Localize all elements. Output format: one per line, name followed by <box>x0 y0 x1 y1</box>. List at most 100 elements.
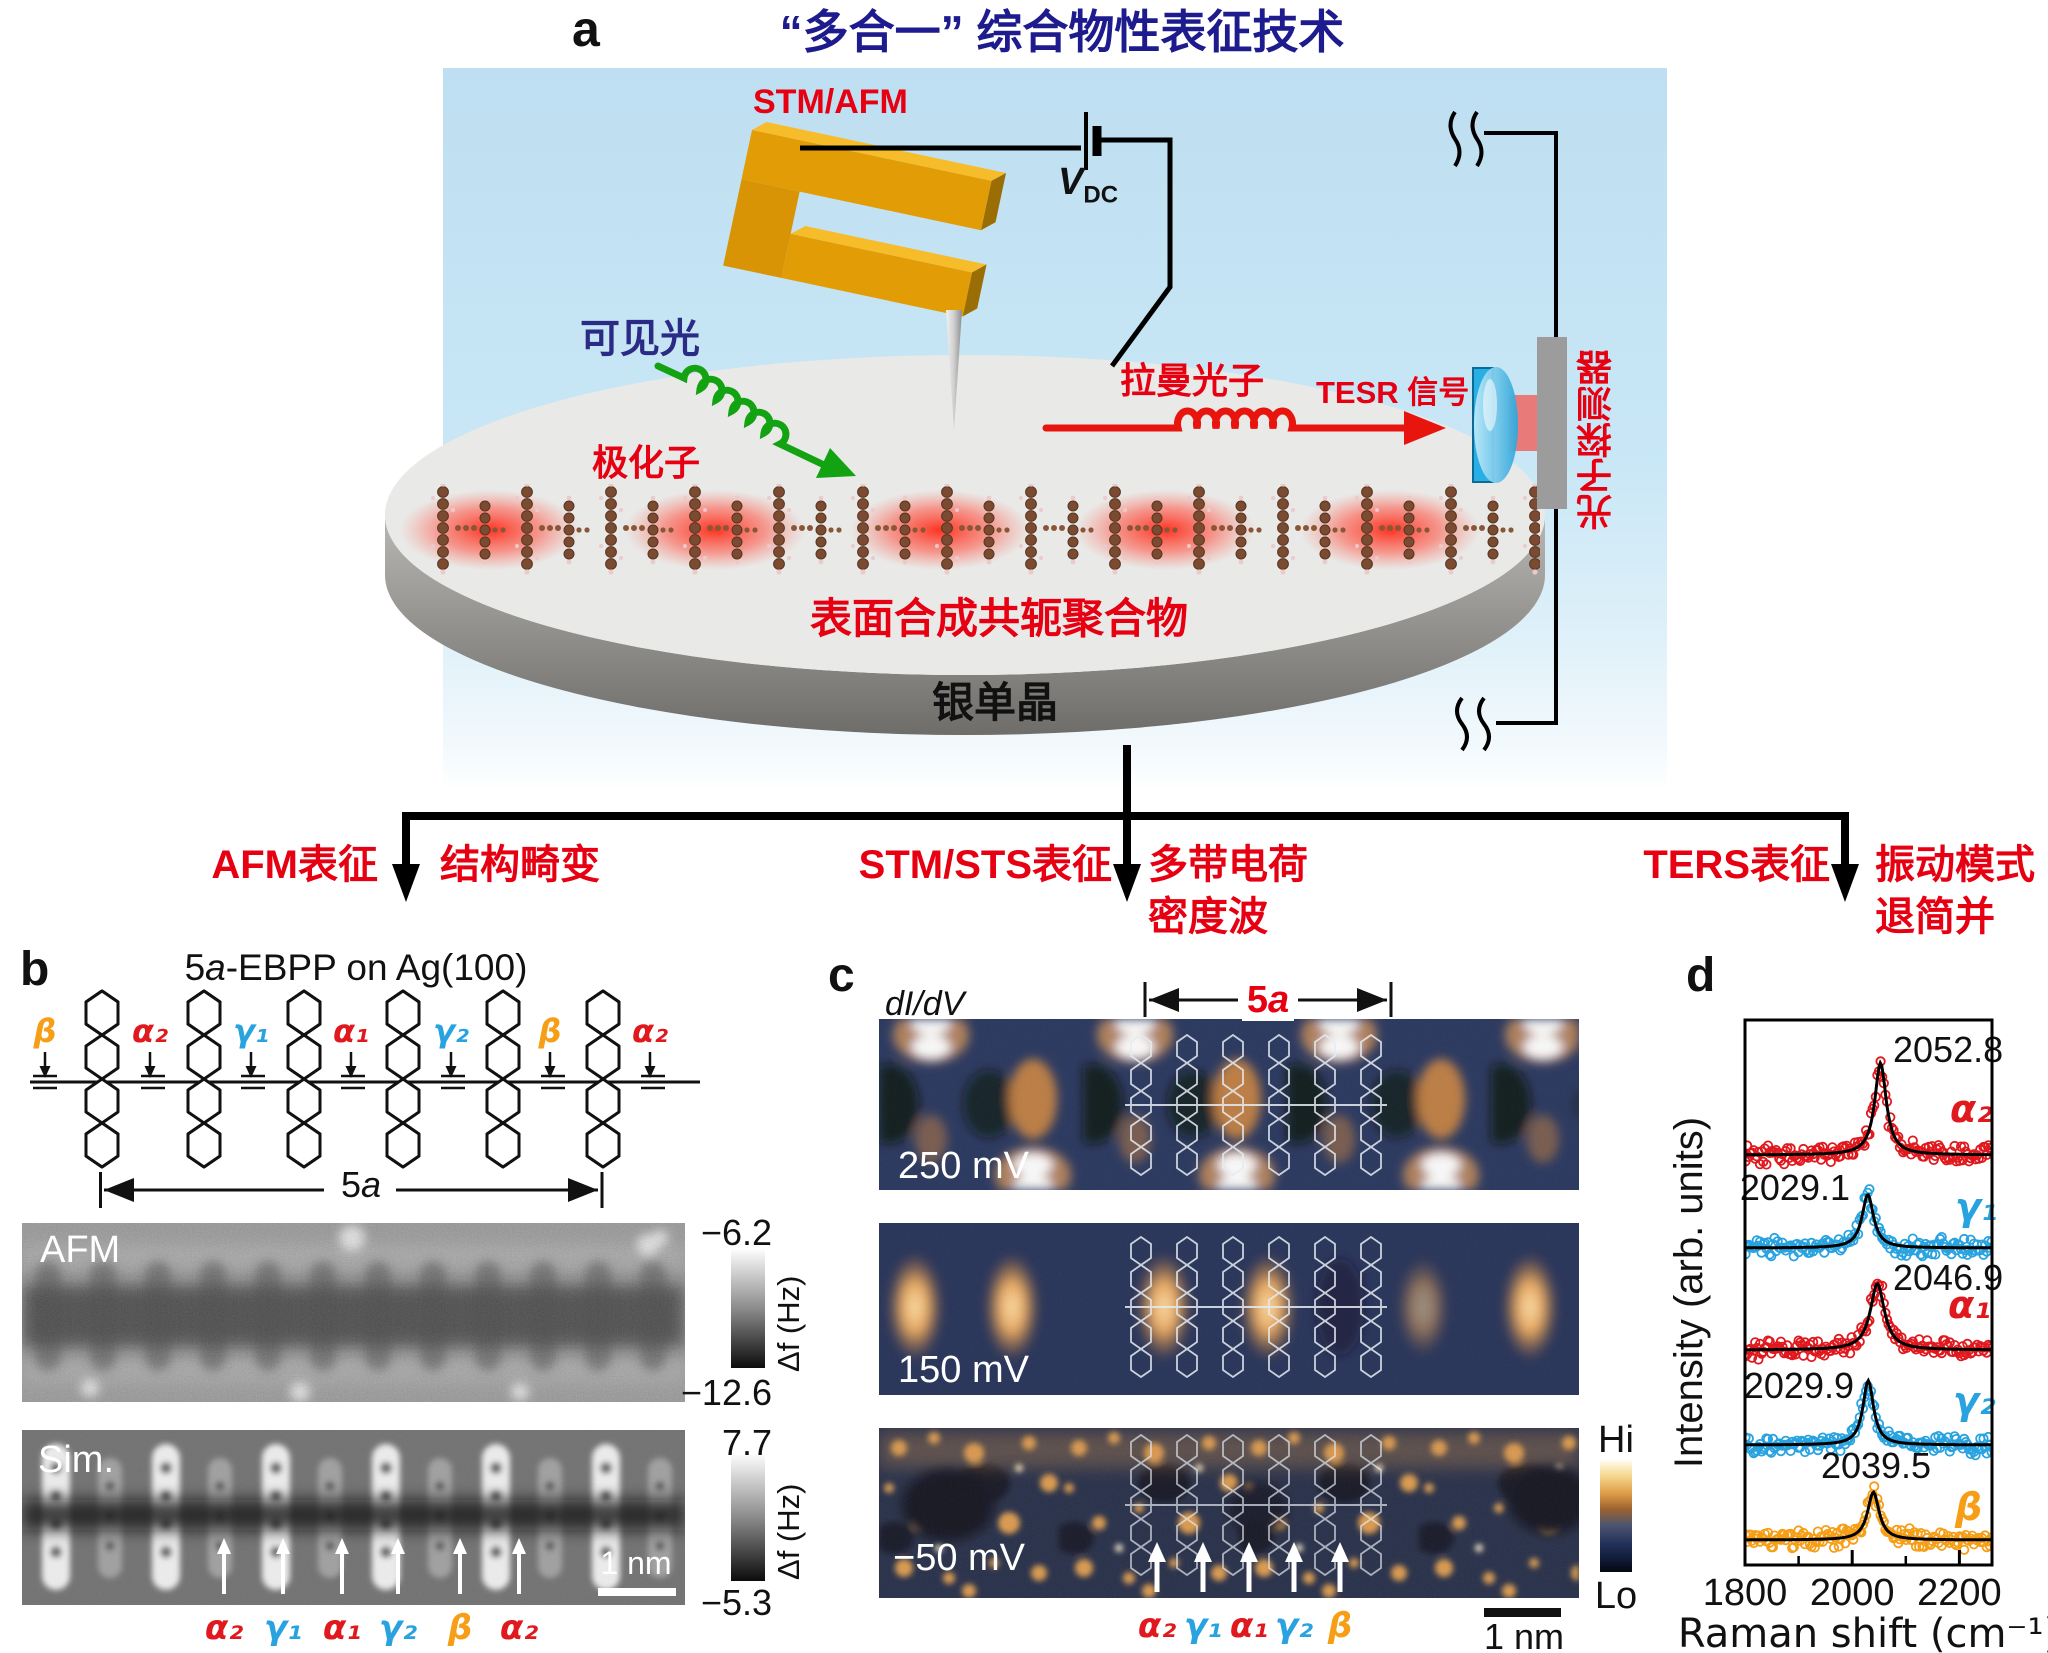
bias-wire <box>800 137 1173 368</box>
sim-image <box>22 1430 685 1605</box>
sim-pointer-arrows <box>217 1538 526 1594</box>
colorbar-lo-label: Lo <box>1594 1575 1638 1617</box>
panel-c-label: c <box>828 949 855 1002</box>
panel-c-maps <box>879 982 1632 1617</box>
branch-stm-technique: STM/STS表征 <box>858 843 1112 887</box>
stm-afm-label: STM/AFM <box>753 83 908 121</box>
sim-arrow-label-3: γ₂ <box>378 1608 418 1648</box>
c-arrow-label-4: β <box>1327 1606 1353 1646</box>
bond-label-5: β <box>538 1012 562 1050</box>
sim-scale-bottom: −5.3 <box>700 1582 772 1623</box>
photon-detector-assembly <box>1472 337 1567 509</box>
c-arrow-label-3: γ₂ <box>1274 1606 1314 1646</box>
c-span-label: 5a <box>1232 979 1304 1021</box>
branch-ters-result-2: 退简并 <box>1875 895 1995 939</box>
branch-ters-result-1: 振动模式 <box>1875 843 2035 887</box>
series-name-γ₁: γ₁ <box>1955 1185 1998 1229</box>
squiggle-icon <box>1448 110 1462 168</box>
panel-b-structure <box>22 989 765 1605</box>
sim-scalebar-label: 1 nm <box>600 1545 672 1581</box>
fit-curve-γ₂ <box>1746 1377 1991 1447</box>
b-span-label: 5a <box>324 1164 398 1205</box>
branch-afm-result: 结构畸变 <box>440 843 600 887</box>
colorbar-hi-label: Hi <box>1598 1419 1634 1461</box>
peak-value-γ₂: 2029.9 <box>1744 1365 1854 1406</box>
plot-box <box>1743 1018 1994 1567</box>
series-name-α₁: α₁ <box>1948 1283 1991 1327</box>
y-axis-label: Intensity (arb. units) <box>1667 1117 1711 1468</box>
c-arrow-label-0: α₂ <box>1137 1606 1177 1646</box>
didv-label: dI/dV <box>885 985 965 1023</box>
spectrum-α₂ <box>1746 1056 1991 1170</box>
branch-ters-technique: TERS表征 <box>1643 843 1830 887</box>
bond-pointer-arrows <box>39 1052 656 1078</box>
panel-b-title: 5a-EBPP on Ag(100) <box>146 948 566 988</box>
afm-scale-bottom: −12.6 <box>680 1372 772 1413</box>
didv-map-neg50mv <box>879 1428 1579 1598</box>
vdc-subscript: DC <box>1083 181 1119 209</box>
panel-d-label: d <box>1686 949 1716 1002</box>
b-span-prefix: 5 <box>340 1164 361 1205</box>
figure-title: “多合一” 综合物性表征技术 <box>779 6 1345 58</box>
raman-photon-label: 拉曼光子 <box>1120 360 1265 401</box>
c-arrow-label-1: γ₁ <box>1183 1606 1223 1646</box>
x-axis-label: Raman shift (cm⁻¹) <box>1678 1611 2048 1653</box>
afm-scale-unit: Δf (Hz) <box>771 1275 806 1372</box>
sim-colorbar <box>731 1455 765 1581</box>
detector-plate <box>1537 337 1567 509</box>
peak-value-α₂: 2052.8 <box>1893 1029 2003 1070</box>
fit-curve-α₂ <box>1746 1059 1991 1157</box>
sim-scalebar <box>598 1588 676 1596</box>
c-scalebar-label: 1 nm <box>1483 1616 1565 1653</box>
panel-a-label: a <box>572 1 600 57</box>
afm-image <box>22 1223 685 1402</box>
unit-cell-dimension-arrow <box>99 1172 604 1208</box>
branch-afm-technique: AFM表征 <box>211 843 378 887</box>
afm-scale-top: −6.2 <box>700 1212 772 1253</box>
c-scalebar <box>1484 1608 1561 1617</box>
c-span-italic: a <box>1268 979 1290 1021</box>
sim-arrow-label-5: α₂ <box>499 1608 539 1648</box>
peak-value-γ₁: 2029.1 <box>1740 1167 1850 1208</box>
branch-stm-result-2: 密度波 <box>1148 895 1268 939</box>
crystal-side <box>385 515 1545 735</box>
tip <box>946 310 962 430</box>
bias-label-150mv: 150 mV <box>898 1349 1029 1391</box>
x-tick-label-2200: 2200 <box>1917 1572 2002 1614</box>
sim-arrow-label-1: γ₁ <box>263 1608 303 1648</box>
tuning-fork <box>723 122 1007 317</box>
visible-light-beam <box>654 362 856 478</box>
series-name-β: β <box>1954 1485 1982 1529</box>
panel-b-label: b <box>20 943 50 996</box>
x-tick-label-2000: 2000 <box>1810 1572 1895 1614</box>
bond-label-2: γ₁ <box>233 1012 269 1050</box>
afm-image-label: AFM <box>40 1229 121 1271</box>
branch-arrows <box>392 745 1859 902</box>
b-title-prefix: 5 <box>184 947 206 988</box>
afm-colorbar <box>731 1250 765 1368</box>
vdc-symbol: V <box>1058 161 1084 203</box>
c-span-prefix: 5 <box>1246 979 1268 1021</box>
visible-light-label: 可见光 <box>580 317 700 361</box>
polymer-label: 表面合成共轭聚合物 <box>810 595 1189 642</box>
series-name-α₂: α₂ <box>1950 1087 1993 1131</box>
tesr-signal-label: TESR 信号 <box>1316 375 1470 410</box>
sim-scale-top: 7.7 <box>721 1422 772 1463</box>
bias-label-neg50mv: −50 mV <box>893 1537 1026 1579</box>
b-span-italic: a <box>361 1164 382 1205</box>
c-pointer-arrows <box>1148 1542 1349 1592</box>
sim-arrow-label-0: α₂ <box>204 1608 244 1648</box>
photon-detector-label: 光子探测器 <box>1576 350 1617 530</box>
bond-label-0: β <box>33 1012 57 1050</box>
series-name-γ₂: γ₂ <box>1953 1379 1996 1423</box>
bond-label-3: α₁ <box>333 1012 369 1050</box>
sim-arrow-label-2: α₁ <box>322 1608 362 1648</box>
b-title-suffix: -EBPP on Ag(100) <box>225 947 528 988</box>
spectrum-γ₁ <box>1746 1184 1991 1262</box>
c-arrow-label-2: α₁ <box>1229 1606 1269 1646</box>
sim-image-label: Sim. <box>38 1439 114 1481</box>
spectra-area <box>1746 1056 1991 1555</box>
peak-value-α₁: 2046.9 <box>1893 1257 2003 1298</box>
